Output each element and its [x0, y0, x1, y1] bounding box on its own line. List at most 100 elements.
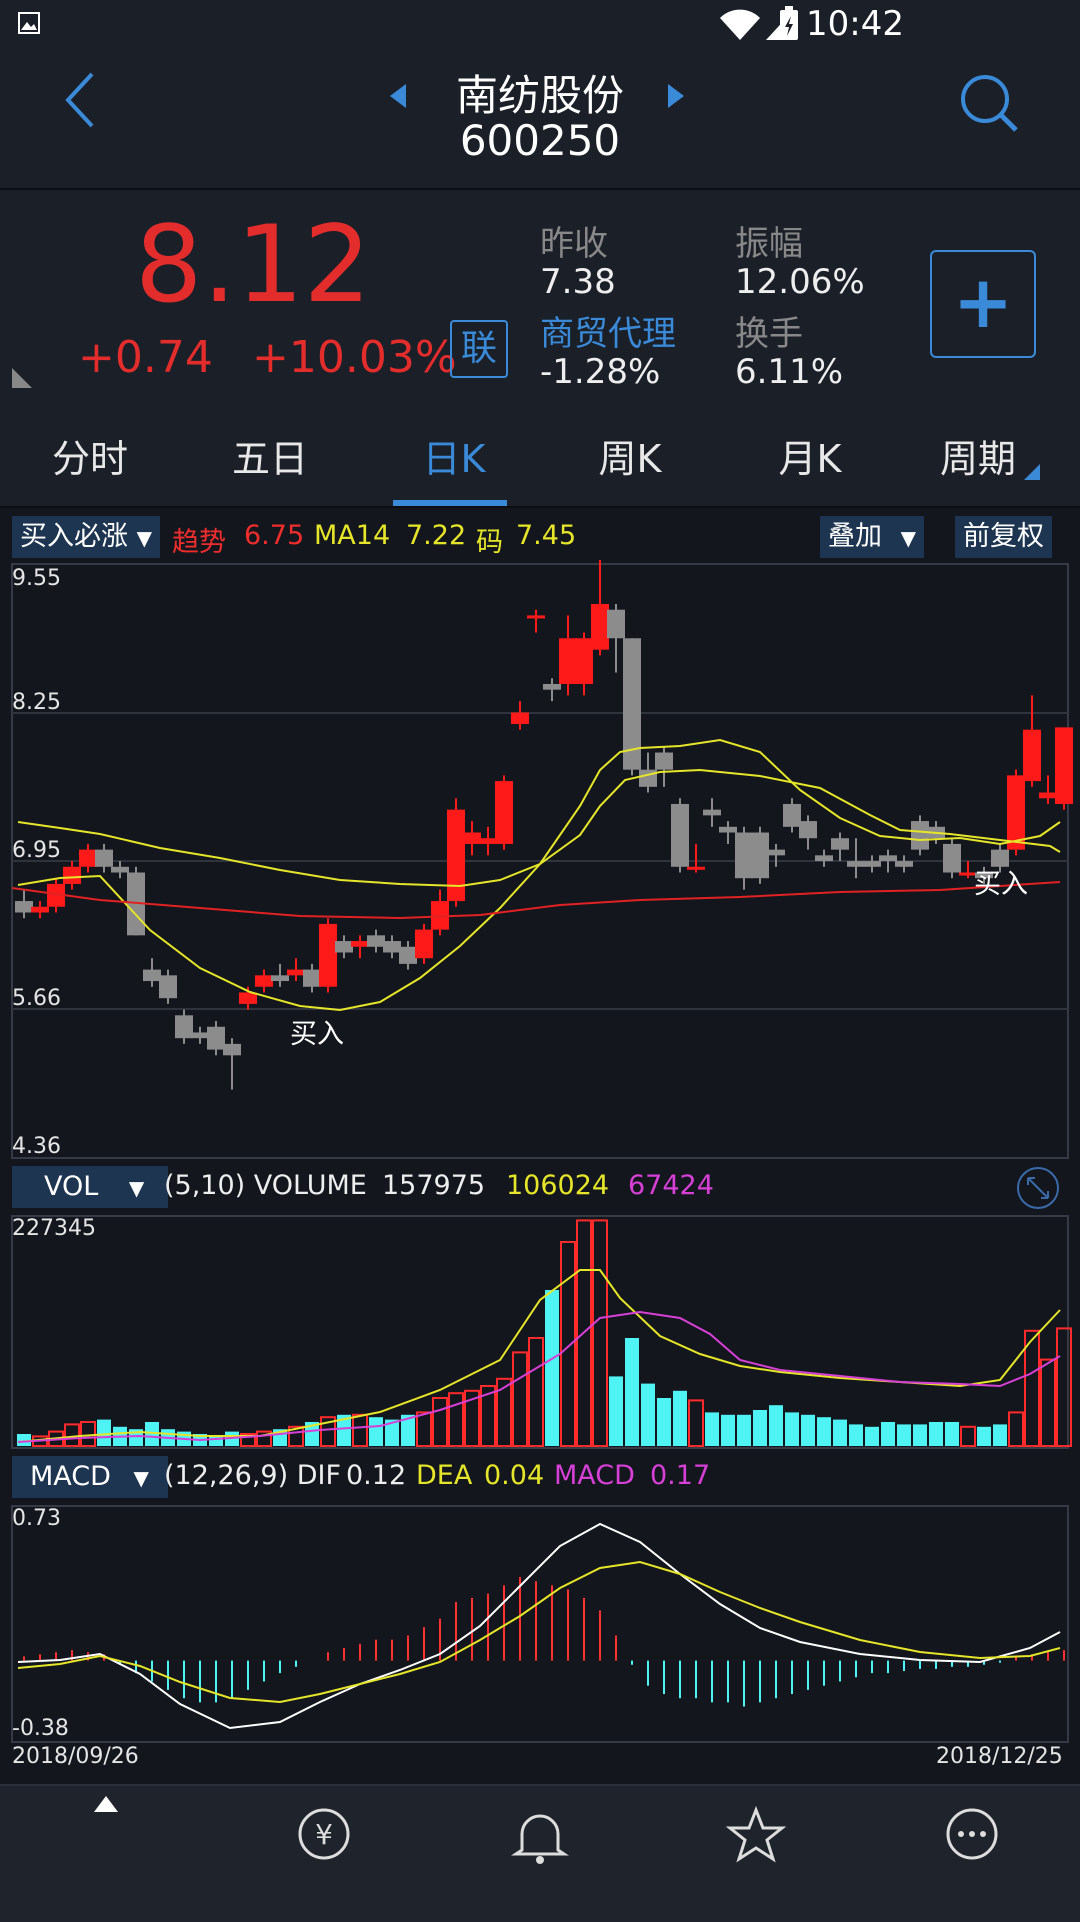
volume-bar: [865, 1426, 879, 1446]
candle-body: [399, 946, 417, 964]
macd-y-max: 0.73: [12, 1506, 61, 1531]
volume-bar: [592, 1219, 608, 1448]
candle-body: [639, 769, 657, 787]
nav-trade[interactable]: ¥: [216, 1786, 432, 1922]
candle-body: [207, 1026, 225, 1050]
candle-body: [367, 935, 385, 947]
candle-body: [351, 941, 369, 947]
macd-dif: 0.12: [346, 1460, 407, 1491]
tab-daily-k[interactable]: 日K: [422, 437, 486, 481]
tab-five-day[interactable]: 五日: [231, 437, 308, 481]
candle-body: [47, 883, 65, 907]
volume-bar: [688, 1399, 704, 1447]
volume-bar: [337, 1414, 351, 1446]
stock-name: 南纺股份: [455, 71, 624, 120]
fullscreen-icon[interactable]: [1016, 1166, 1060, 1210]
volume-bar: [913, 1424, 927, 1446]
volume-bar: [1008, 1411, 1024, 1447]
volume-bar: [480, 1385, 496, 1447]
candle-body: [415, 929, 433, 959]
next-stock-icon[interactable]: [666, 82, 686, 110]
volume-bar: [256, 1430, 272, 1448]
macd-indicator-label: MACD: [30, 1461, 111, 1492]
add-watchlist-button[interactable]: +: [930, 250, 1036, 358]
adjust-button[interactable]: 前复权: [955, 516, 1052, 558]
volume-bar: [528, 1337, 544, 1447]
candle-body: [111, 866, 129, 873]
tab-intraday[interactable]: 分时: [51, 437, 128, 481]
candle-body: [959, 872, 977, 876]
macd-macd: 0.17: [650, 1460, 711, 1491]
volume-bar: [737, 1414, 751, 1446]
volume-bar: [352, 1413, 368, 1448]
linked-badge[interactable]: 联: [450, 320, 508, 378]
volume-bar: [560, 1241, 576, 1447]
volume-bar: [753, 1410, 767, 1446]
chevron-down-icon: ▼: [136, 526, 152, 550]
sector-label[interactable]: 商贸代理: [540, 314, 676, 354]
volume-bar: [929, 1422, 943, 1446]
tab-period[interactable]: 周期: [939, 437, 1016, 481]
kline-indicator-select[interactable]: 买入必涨 ▼: [12, 516, 160, 558]
search-icon[interactable]: [958, 72, 1020, 134]
tab-weekly-k[interactable]: 周K: [598, 437, 662, 481]
nav-alert[interactable]: [432, 1786, 648, 1922]
volume-bar: [17, 1434, 31, 1446]
buy-signal-label: 买入: [974, 869, 1028, 900]
candle-body: [847, 861, 865, 867]
overlay-select[interactable]: 叠加 ▼: [820, 516, 924, 558]
candle-body: [95, 849, 113, 867]
volume-bar: [240, 1433, 256, 1447]
macd-dea-label: DEA: [416, 1460, 473, 1491]
candle-body: [175, 1015, 193, 1039]
nav-group[interactable]: [648, 1786, 864, 1922]
macd-indicator-select[interactable]: MACD ▼: [12, 1456, 168, 1498]
trade-icon: ¥: [298, 1808, 350, 1860]
nav-more[interactable]: [864, 1786, 1080, 1922]
star-icon: [725, 1805, 787, 1863]
status-time: 10:42: [806, 4, 904, 44]
nav-index[interactable]: [0, 1786, 216, 1922]
corner-triangle-icon: [12, 368, 32, 388]
kline-y-tick: 8.25: [12, 690, 61, 715]
macd-chart[interactable]: [0, 1504, 1080, 1744]
volume-chart[interactable]: [0, 1214, 1080, 1450]
vol-value: 157975: [382, 1170, 486, 1201]
volume-bar: [609, 1376, 623, 1446]
candle-body: [879, 855, 897, 862]
ma14-value: 7.22: [406, 520, 467, 551]
candle-body: [527, 615, 545, 619]
volume-bar: [448, 1392, 464, 1447]
battery-icon: [780, 6, 798, 40]
period-dropdown-icon: [1024, 464, 1040, 480]
chevron-down-icon: ▼: [128, 1176, 145, 1200]
tab-monthly-k[interactable]: 月K: [778, 437, 842, 481]
candle-body: [255, 975, 273, 987]
kline-indicator-label: 买入必涨: [20, 521, 128, 552]
volume-bar: [993, 1424, 1007, 1446]
candle-body: [687, 866, 705, 870]
status-bar: 10:42: [0, 0, 1080, 52]
candle-body: [623, 638, 641, 770]
macd-dea: 0.04: [484, 1460, 545, 1491]
candle-body: [63, 866, 81, 884]
back-icon[interactable]: [62, 70, 102, 130]
candle-body: [1039, 792, 1057, 799]
volume-bar: [576, 1219, 592, 1448]
kline-chart[interactable]: [0, 560, 1080, 1160]
macd-params: (12,26,9) DIF: [164, 1460, 341, 1491]
period-tabs: 分时 五日 日K 周K 月K 周期: [0, 412, 1080, 508]
volume-bar: [545, 1290, 559, 1446]
candle-body: [463, 832, 481, 844]
candle-body: [607, 609, 625, 639]
vol-indicator-select[interactable]: VOL ▼: [12, 1166, 168, 1208]
candle-body: [559, 638, 577, 684]
vol-params: (5,10) VOLUME: [164, 1170, 367, 1201]
svg-text:¥: ¥: [315, 1818, 333, 1851]
prev-stock-icon[interactable]: [388, 82, 408, 110]
volume-bar: [209, 1436, 223, 1446]
candle-body: [303, 969, 321, 987]
bottom-nav: ¥: [0, 1784, 1080, 1922]
volume-bar: [464, 1389, 480, 1448]
candle-body: [1023, 729, 1041, 782]
